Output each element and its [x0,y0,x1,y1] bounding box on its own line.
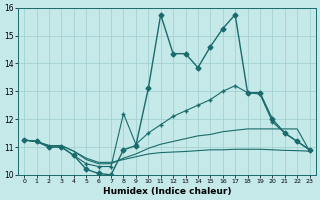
X-axis label: Humidex (Indice chaleur): Humidex (Indice chaleur) [103,187,231,196]
